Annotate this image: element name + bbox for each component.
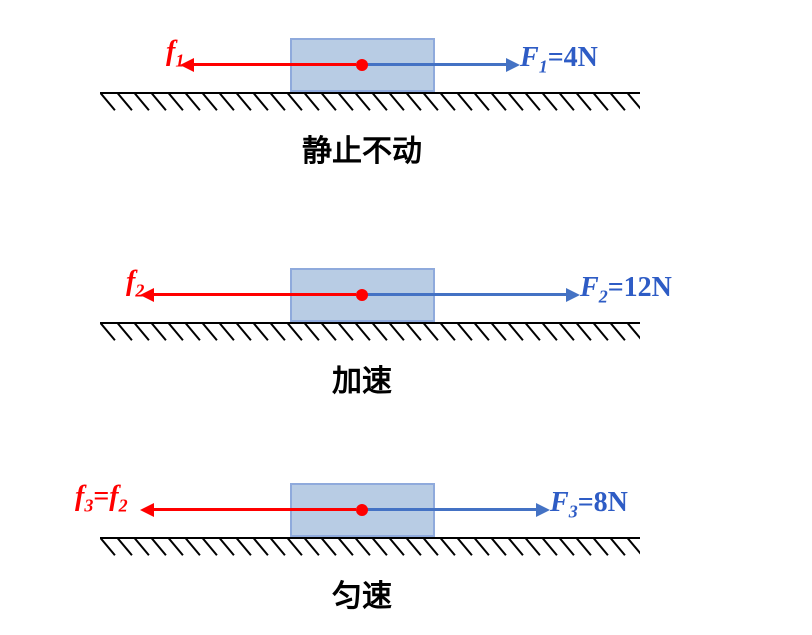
ground-hatching xyxy=(100,539,640,557)
applied-force-arrow xyxy=(362,508,538,511)
friction-arrow xyxy=(192,63,356,66)
force-diagram-3: f3=f2 F3=8N 匀速 xyxy=(0,475,812,635)
applied-force-label: F3=8N xyxy=(550,487,628,523)
force-diagram-2: f2 F2=12N 加速 xyxy=(0,260,812,420)
applied-force-arrow xyxy=(362,63,508,66)
diagram-caption: 加速 xyxy=(262,356,462,400)
applied-force-arrow-head xyxy=(536,503,550,517)
applied-force-label: F1=4N xyxy=(520,42,598,78)
force-origin-dot xyxy=(356,504,368,516)
applied-force-arrow-head xyxy=(566,288,580,302)
ground-hatching xyxy=(100,324,640,342)
friction-label: f2 xyxy=(126,266,144,302)
applied-force-arrow-head xyxy=(506,58,520,72)
force-diagram-1: f1 F1=4N 静止不动 xyxy=(0,30,812,190)
friction-arrow xyxy=(152,508,356,511)
friction-label: f3=f2 xyxy=(75,481,128,517)
friction-arrow-head xyxy=(140,503,154,517)
diagram-caption: 静止不动 xyxy=(262,126,462,170)
friction-label: f1 xyxy=(166,36,184,72)
applied-force-arrow xyxy=(362,293,568,296)
diagram-caption: 匀速 xyxy=(262,571,462,615)
force-origin-dot xyxy=(356,59,368,71)
friction-arrow xyxy=(152,293,356,296)
ground-hatching xyxy=(100,94,640,112)
force-origin-dot xyxy=(356,289,368,301)
applied-force-label: F2=12N xyxy=(580,272,672,308)
